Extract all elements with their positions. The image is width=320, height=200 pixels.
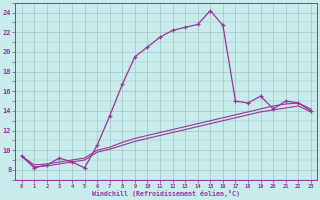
X-axis label: Windchill (Refroidissement éolien,°C): Windchill (Refroidissement éolien,°C) — [92, 190, 240, 197]
